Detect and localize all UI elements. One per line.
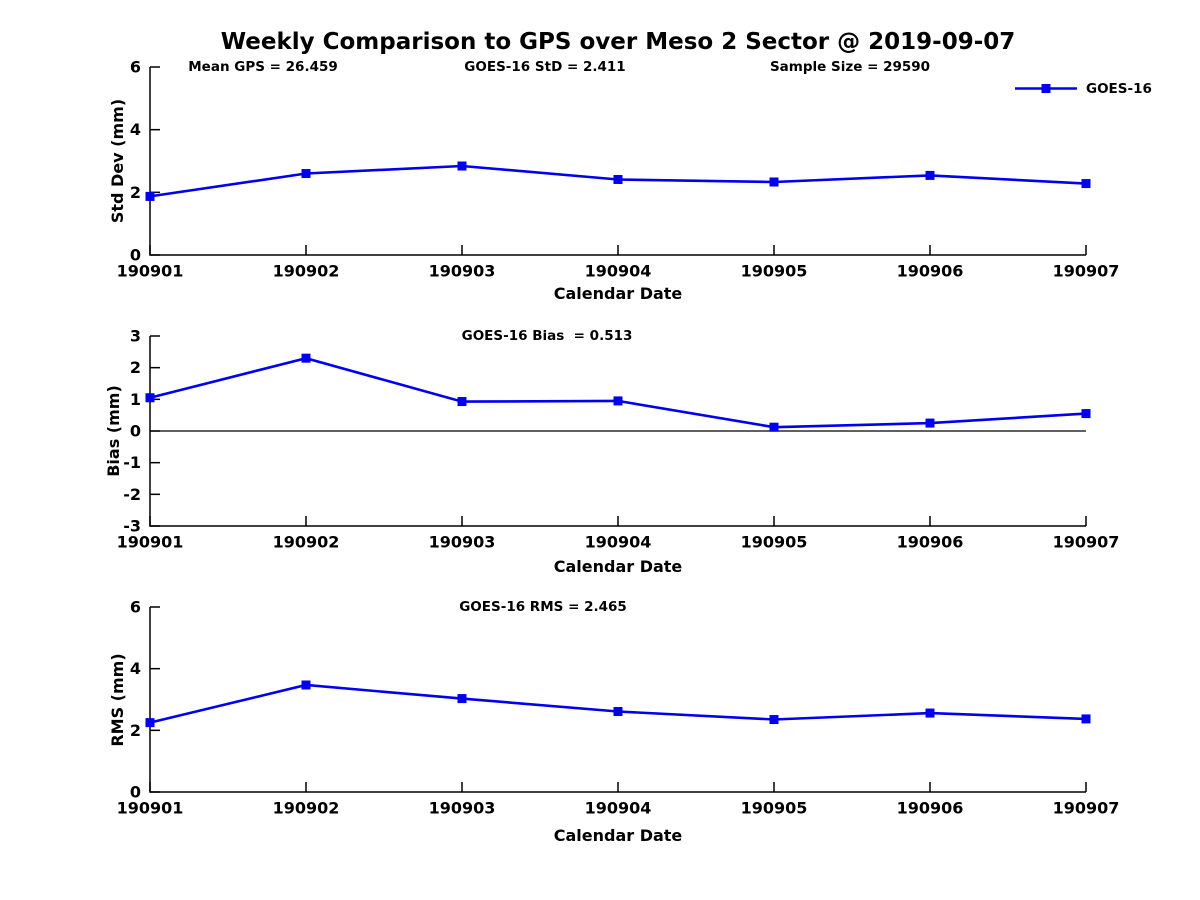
data-point-marker <box>301 169 311 179</box>
page-title: Weekly Comparison to GPS over Meso 2 Sec… <box>220 29 1016 55</box>
x-tick-label: 190901 <box>117 533 184 552</box>
data-point-marker <box>457 397 467 407</box>
data-point-marker <box>769 177 779 187</box>
legend-label: GOES-16 <box>1086 80 1152 97</box>
annotation-mean-gps: Mean GPS = 26.459 <box>188 59 338 75</box>
x-tick-label: 190902 <box>273 533 340 552</box>
x-axis-label-top: Calendar Date <box>553 284 683 303</box>
series-line-goes-16 <box>149 356 1087 429</box>
data-point-marker <box>1081 409 1091 419</box>
x-tick-label: 190906 <box>897 533 964 552</box>
y-tick-label: 0 <box>130 246 141 265</box>
data-point-marker <box>613 396 623 406</box>
y-axis-label-bias: Bias (mm) <box>104 385 123 477</box>
axis-spine <box>149 607 1086 793</box>
x-tick-label: 190907 <box>1053 533 1120 552</box>
legend-line-sample <box>1015 84 1077 93</box>
legend: GOES-16 <box>1014 80 1152 97</box>
x-tick-label: 190905 <box>741 262 808 281</box>
legend-marker <box>1041 84 1051 93</box>
data-point-marker <box>145 393 155 403</box>
x-tick-label: 190907 <box>1053 799 1120 818</box>
y-tick-label: 6 <box>130 598 141 617</box>
series-line-goes-16 <box>149 683 1087 724</box>
y-tick-label: 4 <box>130 659 141 678</box>
data-point-marker <box>1081 714 1091 724</box>
x-tick-label: 190902 <box>273 262 340 281</box>
data-point-marker <box>613 707 623 717</box>
annotation-goes16-bias: GOES-16 Bias = 0.513 <box>461 328 633 344</box>
data-point-marker <box>457 161 467 171</box>
data-point-marker <box>145 718 155 728</box>
y-tick-label: 0 <box>130 422 141 441</box>
data-point-marker <box>769 422 779 432</box>
y-tick-label: 1 <box>130 390 141 409</box>
x-tick-label: 190901 <box>117 799 184 818</box>
data-point-marker <box>301 353 311 363</box>
data-point-marker <box>457 694 467 704</box>
y-tick-label: 4 <box>130 120 141 139</box>
x-tick-label: 190906 <box>897 262 964 281</box>
y-tick-label: 3 <box>130 327 141 346</box>
x-tick-label: 190907 <box>1053 262 1120 281</box>
y-tick-label: 6 <box>130 58 141 77</box>
x-tick-label: 190903 <box>429 262 496 281</box>
x-tick-label: 190902 <box>273 799 340 818</box>
annotation-goes16-rms: GOES-16 RMS = 2.465 <box>459 599 627 615</box>
x-tick-label: 190904 <box>585 799 652 818</box>
data-point-marker <box>769 715 779 725</box>
x-tick-label: 190906 <box>897 799 964 818</box>
y-axis-label-std-dev: Std Dev (mm) <box>108 98 127 224</box>
annotation-goes16-std: GOES-16 StD = 2.411 <box>464 59 626 75</box>
y-tick-label: -2 <box>123 485 141 504</box>
annotation-sample-size: Sample Size = 29590 <box>769 59 931 75</box>
data-point-marker <box>1081 179 1091 189</box>
x-tick-label: 190904 <box>585 533 652 552</box>
y-tick-label: 2 <box>130 358 141 377</box>
x-tick-label: 190905 <box>741 799 808 818</box>
y-tick-label: -1 <box>123 453 141 472</box>
data-point-marker <box>925 708 935 718</box>
y-tick-label: 0 <box>130 783 141 802</box>
axis-spine <box>149 67 1086 256</box>
y-tick-label: -3 <box>123 517 141 536</box>
x-axis-label-bottom: Calendar Date <box>553 826 683 845</box>
x-axis-label-middle: Calendar Date <box>553 557 683 576</box>
y-axis-label-rms: RMS (mm) <box>108 653 127 747</box>
x-tick-label: 190903 <box>429 799 496 818</box>
y-tick-label: 2 <box>130 721 141 740</box>
y-tick-label: 2 <box>130 183 141 202</box>
x-tick-label: 190901 <box>117 262 184 281</box>
x-tick-label: 190905 <box>741 533 808 552</box>
x-tick-label: 190904 <box>585 262 652 281</box>
data-point-marker <box>145 191 155 201</box>
data-point-marker <box>301 680 311 690</box>
data-point-marker <box>925 418 935 428</box>
data-point-marker <box>613 174 623 184</box>
data-point-marker <box>925 170 935 180</box>
x-tick-label: 190903 <box>429 533 496 552</box>
